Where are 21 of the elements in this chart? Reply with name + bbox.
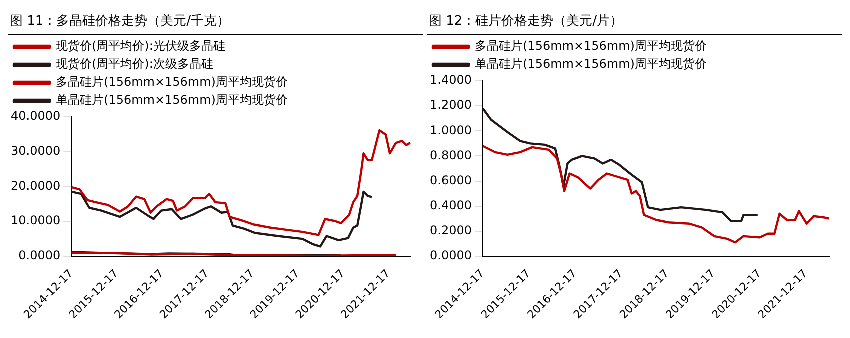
chart-title: 图 11：多晶硅价格走势（美元/千克） <box>8 8 423 35</box>
y-tick-label: 0.6000 <box>430 173 472 188</box>
legend-label: 现货价(周平均价):光伏级多晶硅 <box>56 39 226 54</box>
legend-label: 单晶硅片(156mm×156mm)周平均现货价 <box>475 57 707 72</box>
y-tick-label: 1.2000 <box>430 98 472 112</box>
y-tick-label: 1.0000 <box>430 123 472 138</box>
y-tick-label: 30.0000 <box>11 144 61 158</box>
legend-label: 单晶硅片(156mm×156mm)周平均现货价 <box>56 93 288 108</box>
chart-title: 图 12：硅片价格走势（美元/片） <box>427 8 842 35</box>
y-tick-label: 10.0000 <box>11 214 61 228</box>
y-tick-label: 40.0000 <box>11 109 61 124</box>
y-tick-label: 0.2000 <box>430 224 472 238</box>
y-tick-label: 1.4000 <box>430 73 472 88</box>
legend-label: 多晶硅片(156mm×156mm)周平均现货价 <box>475 39 707 54</box>
legend-label: 多晶硅片(156mm×156mm)周平均现货价 <box>56 75 288 90</box>
y-tick-label: 0.0000 <box>18 248 61 263</box>
y-tick-label: 0.0000 <box>430 248 472 263</box>
y-tick-label: 0.4000 <box>430 198 472 212</box>
y-tick-label: 20.0000 <box>11 178 61 193</box>
y-tick-label: 0.8000 <box>430 148 472 162</box>
legend-label: 现货价(周平均价):次级多晶硅 <box>56 57 214 72</box>
